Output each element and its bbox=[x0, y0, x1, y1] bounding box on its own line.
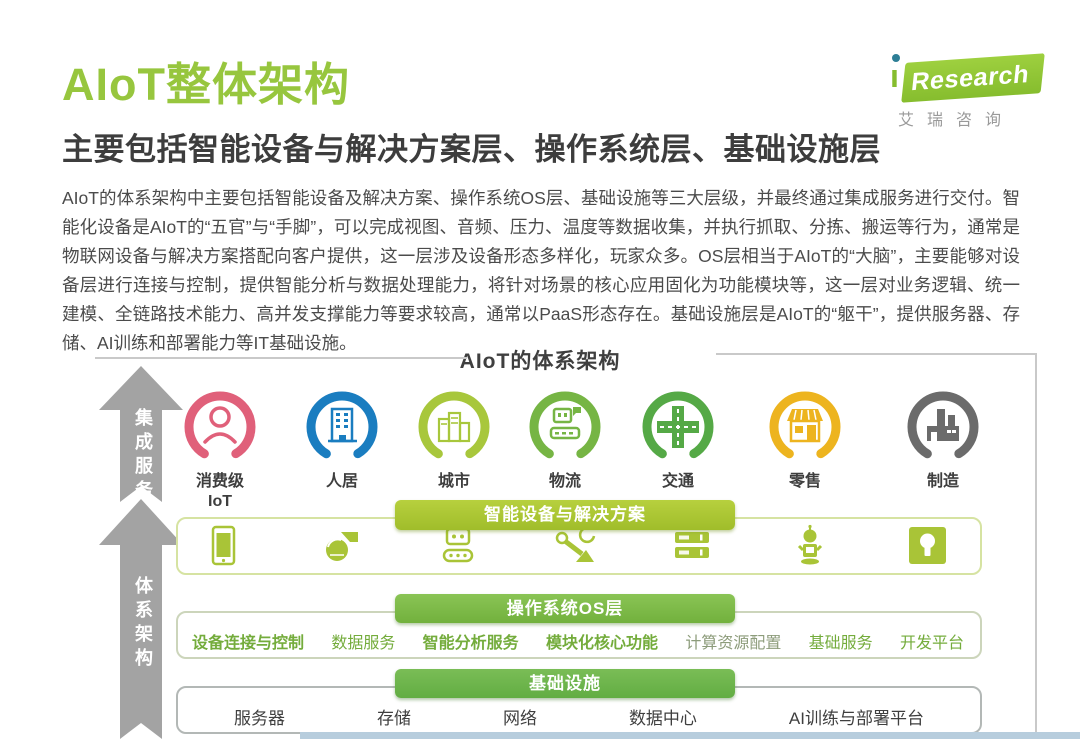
industry-logistics: 物流 bbox=[517, 388, 613, 492]
os-item-device-connection: 设备连接与控制 bbox=[192, 635, 305, 652]
os-item-intelligent-analysis: 智能分析服务 bbox=[422, 635, 519, 652]
industry-label: 城市 bbox=[437, 473, 470, 490]
industry-consumer-iot: 消费级 IoT bbox=[172, 388, 268, 512]
smartphone-icon bbox=[211, 525, 236, 566]
robot-arm-icon bbox=[555, 526, 596, 562]
person-icon bbox=[184, 391, 256, 463]
industry-label: 物流 bbox=[548, 473, 581, 490]
infra-item-storage: 存储 bbox=[376, 708, 411, 728]
body-paragraph: AIoT的体系架构中主要包括智能设备及解决方案、操作系统OS层、基础设施等三大层… bbox=[62, 188, 1020, 353]
robot-icon bbox=[797, 524, 822, 565]
logo-i-dot bbox=[892, 54, 900, 62]
diagram-title: AIoT的体系架构 bbox=[459, 350, 621, 373]
integration-service-arrow-icon bbox=[99, 366, 183, 502]
integration-service-label: 集成服务 bbox=[133, 408, 153, 504]
industry-retail: 零售 bbox=[757, 388, 853, 492]
page-title: AIoT整体架构 bbox=[62, 59, 350, 110]
logo-banner-shape: Research bbox=[901, 53, 1045, 103]
industry-city: 城市 bbox=[406, 388, 502, 492]
os-item-dev-platform: 开发平台 bbox=[899, 635, 964, 652]
banner-os-layer: 操作系统OS层 bbox=[395, 594, 735, 623]
system-architecture-label: 体系架构 bbox=[133, 576, 153, 672]
industry-label: 人居 bbox=[325, 473, 358, 490]
bottom-edge-strip bbox=[300, 732, 1080, 739]
banner-infrastructure: 基础设施 bbox=[395, 669, 735, 698]
industry-label: 交通 bbox=[661, 473, 694, 490]
surveillance-camera-icon bbox=[326, 532, 359, 561]
industry-label: 零售 bbox=[788, 473, 821, 490]
industry-traffic: 交通 bbox=[630, 388, 726, 492]
logo-i: ı bbox=[890, 58, 899, 94]
industry-manufacturing: 制造 bbox=[895, 388, 991, 492]
traffic-intersection-icon bbox=[642, 391, 714, 463]
banner-smart-devices: 智能设备与解决方案 bbox=[395, 500, 735, 530]
os-item-compute-resource: 计算资源配置 bbox=[685, 635, 782, 652]
residence-building-icon bbox=[306, 391, 378, 463]
os-item-basic-service: 基础服务 bbox=[808, 635, 873, 652]
infra-item-server: 服务器 bbox=[233, 708, 285, 728]
lightbulb-icon bbox=[908, 527, 946, 564]
os-item-data-service: 数据服务 bbox=[331, 635, 396, 652]
infra-item-datacenter: 数据中心 bbox=[628, 708, 697, 728]
industry-label: 消费级 IoT bbox=[195, 473, 244, 510]
industry-label: 制造 bbox=[926, 473, 959, 490]
server-rack-icon bbox=[675, 532, 710, 558]
infra-item-network: 网络 bbox=[502, 708, 537, 728]
page-subtitle: 主要包括智能设备与解决方案层、操作系统层、基础设施层 bbox=[62, 132, 881, 167]
storefront-icon bbox=[769, 391, 841, 463]
logo-brand-text: Research bbox=[909, 59, 1031, 96]
system-architecture-arrow-icon bbox=[99, 499, 183, 739]
frame-line-top-right bbox=[716, 353, 1037, 355]
industry-residence: 人居 bbox=[294, 388, 390, 492]
infra-item-ai-training-platform: AI训练与部署平台 bbox=[788, 708, 924, 728]
logo-chinese-name: 艾瑞咨询 bbox=[898, 112, 1015, 129]
frame-line-right bbox=[1035, 353, 1037, 739]
factory-icon bbox=[907, 391, 979, 463]
city-buildings-icon bbox=[418, 391, 490, 463]
tracked-robot-icon bbox=[442, 527, 473, 563]
iresearch-logo: ı Research 艾瑞咨询 bbox=[872, 46, 1052, 129]
logistics-robot-icon bbox=[529, 391, 601, 463]
os-item-modular-core: 模块化核心功能 bbox=[545, 635, 658, 652]
frame-line-top-left bbox=[95, 357, 467, 359]
